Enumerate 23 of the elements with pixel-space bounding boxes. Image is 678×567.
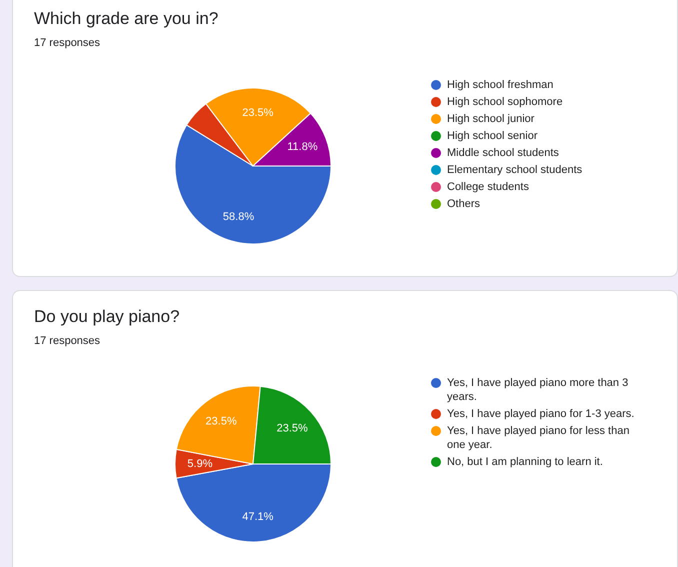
legend-label: Middle school students — [447, 146, 559, 160]
data-label: 23.5% — [206, 416, 237, 428]
data-label: 23.5% — [242, 107, 274, 120]
data-label: 11.8% — [287, 140, 318, 153]
data-label: 5.9% — [187, 458, 213, 470]
legend-label: Others — [447, 197, 480, 211]
legend-label: Yes, I have played piano for 1-3 years. — [447, 407, 634, 421]
legend-label: Yes, I have played piano more than 3 years. — [447, 376, 630, 404]
legend-label: High school sophomore — [447, 95, 563, 109]
legend-label: College students — [447, 180, 529, 194]
text: 17 responses — [34, 37, 100, 49]
legend-label: High school senior — [447, 129, 538, 143]
data-label: 23.5% — [276, 422, 308, 434]
data-label: 58.8% — [222, 211, 254, 224]
text: 17 responses — [34, 335, 100, 347]
chart-title: Which grade are you in? — [34, 9, 218, 29]
legend-label: No, but I am planning to learn it. — [447, 455, 603, 469]
legend-label: High school freshman — [447, 78, 554, 92]
chart-title: Do you play piano? — [34, 307, 180, 327]
legend-label: Yes, I have played piano for less than one year. — [447, 424, 630, 452]
legend-label: Elementary school students — [447, 163, 582, 177]
legend-label: High school junior — [447, 112, 534, 126]
data-label: 47.1% — [242, 510, 274, 523]
